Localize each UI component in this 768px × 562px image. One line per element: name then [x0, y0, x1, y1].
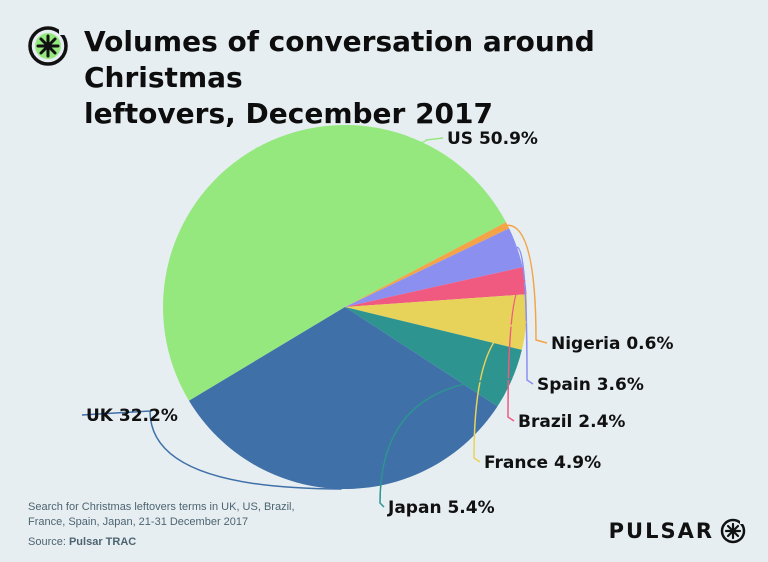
slice-label-brazil: Brazil 2.4%	[518, 412, 625, 432]
leader-line-japan	[379, 378, 513, 508]
pie-slices	[162, 124, 527, 489]
leader-line-us	[255, 137, 444, 150]
chart-title: Volumes of conversation around Christmas…	[84, 24, 724, 132]
title-line-1: Volumes of conversation around Christmas	[84, 25, 595, 94]
pulsar-logo-icon	[28, 26, 68, 66]
footnote: Search for Christmas leftovers terms in …	[28, 500, 358, 530]
slice-label-france: France 4.9%	[484, 453, 601, 473]
title-line-2: leftovers, December 2017	[84, 97, 494, 130]
pulsar-asterisk-icon	[720, 518, 746, 544]
leader-line-nigeria	[507, 224, 548, 344]
footnote-line-1: Search for Christmas leftovers terms in …	[28, 501, 295, 513]
pie-slice-france	[345, 294, 527, 350]
brand-name: PULSAR	[608, 519, 714, 543]
source-prefix: Source:	[28, 536, 69, 548]
pie-slice-nigeria	[345, 222, 510, 307]
pie-slice-brazil	[345, 267, 527, 307]
slice-label-uk: UK 32.2%	[86, 406, 178, 426]
label-leader-lines	[81, 137, 548, 508]
slice-label-us: US 50.9%	[447, 129, 538, 149]
leader-line-spain	[516, 246, 534, 385]
slice-label-nigeria: Nigeria 0.6%	[551, 334, 674, 354]
pie-slice-uk	[188, 307, 498, 489]
slice-labels: US 50.9% Nigeria 0.6% Spain 3.6% Brazil 2.4…	[86, 129, 674, 518]
leader-line-uk	[81, 410, 342, 490]
footnote-line-2: France, Spain, Japan, 21-31 December 201…	[28, 516, 249, 528]
pie-slice-spain	[345, 228, 523, 307]
source-credit: Source: Pulsar TRAC	[28, 536, 136, 548]
source-name: Pulsar TRAC	[68, 536, 137, 548]
brand-logo: PULSAR	[609, 514, 746, 548]
pie-slice-us	[162, 124, 507, 401]
slice-label-spain: Spain 3.6%	[537, 375, 644, 395]
leader-line-brazil	[507, 279, 526, 422]
leader-line-france	[473, 321, 527, 463]
slice-label-japan: Japan 5.4%	[387, 498, 495, 518]
